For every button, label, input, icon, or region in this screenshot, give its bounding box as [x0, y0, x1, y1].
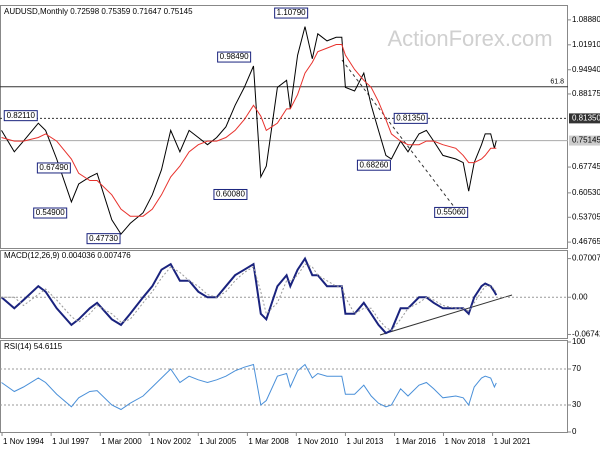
x-tick-label: 1 Jul 1997	[52, 437, 89, 446]
annotation-box	[213, 188, 248, 200]
y-tick-label: 0.00	[572, 292, 588, 301]
series-line	[1, 26, 497, 235]
annotation-label: 0.67490	[39, 163, 68, 172]
y-tick-label: 0.88175	[572, 89, 600, 98]
x-tick-label: 1 Nov 2002	[150, 437, 191, 446]
rsi-title: RSI(14) 54.6115	[4, 342, 63, 351]
macd-title: MACD(12,26,9) 0.004036 0.007476	[4, 251, 131, 260]
annotation-label: 0.55060	[437, 208, 466, 217]
y-tick-label: 0.53705	[572, 212, 600, 221]
level-tag-label: 0.75145	[572, 136, 600, 145]
x-tick-label: 1 Nov 2010	[297, 437, 338, 446]
annotation-box	[217, 51, 252, 63]
y-tick-label: 0.67745	[572, 162, 600, 171]
annotation-label: 1.10790	[277, 8, 306, 17]
annotation-box	[393, 112, 428, 124]
series-line	[1, 44, 497, 217]
y-tick-label: 30	[572, 400, 581, 409]
annotation-label: 0.60080	[216, 190, 245, 199]
watermark: ActionForex.com	[387, 26, 552, 51]
annotation-label: 0.54900	[36, 208, 65, 217]
annotation-box	[36, 162, 71, 174]
series-line	[0, 256, 498, 335]
price-title: AUDUSD,Monthly 0.72598 0.75359 0.71647 0…	[4, 7, 193, 16]
trend-line	[341, 59, 459, 213]
rsi-panel	[0, 340, 568, 433]
level-tag	[569, 135, 600, 146]
y-tick-label: 0.46765	[572, 237, 600, 246]
annotation-box	[356, 159, 391, 171]
y-tick-label: -0.067423	[572, 330, 600, 339]
level-label: 61.8	[550, 79, 564, 86]
y-tick-label: 0.60530	[572, 188, 600, 197]
x-tick-label: 1 Jul 2013	[346, 437, 383, 446]
y-tick-label: 1.01910	[572, 40, 600, 49]
x-tick-label: 1 Jul 2021	[494, 437, 531, 446]
annotation-label: 0.81350	[396, 113, 425, 122]
annotation-label: 0.47730	[89, 234, 118, 243]
annotation-box	[274, 7, 309, 19]
macd-trend-line	[379, 294, 513, 336]
y-tick-label: 0.94940	[572, 65, 600, 74]
x-tick-label: 1 Mar 2000	[101, 437, 142, 446]
annotation-label: 0.98490	[220, 52, 249, 61]
y-tick-label: 1.08880	[572, 15, 600, 24]
x-tick-label: 1 Nov 2018	[444, 437, 485, 446]
annotation-box	[86, 233, 121, 245]
y-tick-label: 0.070071	[572, 254, 600, 263]
y-tick-label: 100	[572, 337, 586, 346]
level-tag	[569, 113, 600, 124]
x-tick-label: 1 Nov 1994	[3, 437, 44, 446]
y-tick-label: 70	[572, 364, 581, 373]
level-tag-label: 0.81350	[572, 113, 600, 122]
annotation-box	[3, 110, 38, 122]
y-tick-label: 0	[572, 427, 577, 436]
annotation-label: 0.82110	[7, 111, 36, 120]
series-line	[1, 363, 497, 411]
price-panel	[0, 5, 568, 249]
annotation-label: 0.68260	[359, 160, 388, 169]
annotation-box	[434, 206, 469, 218]
x-tick-label: 1 Mar 2008	[248, 437, 289, 446]
macd-panel	[0, 250, 568, 339]
x-tick-label: 1 Mar 2016	[396, 437, 437, 446]
x-tick-label: 1 Jul 2005	[199, 437, 236, 446]
annotation-box	[33, 207, 68, 219]
